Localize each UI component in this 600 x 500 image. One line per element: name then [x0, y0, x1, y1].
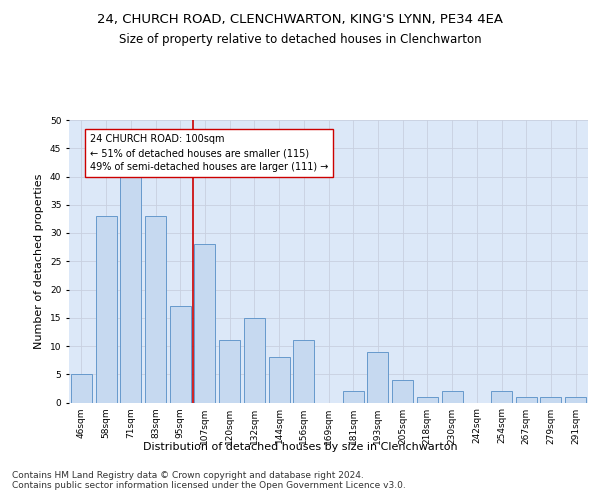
- Bar: [343, 391, 364, 402]
- Bar: [219, 340, 240, 402]
- Bar: [95, 216, 116, 402]
- Bar: [120, 165, 141, 402]
- Bar: [491, 391, 512, 402]
- Bar: [541, 397, 562, 402]
- Bar: [417, 397, 438, 402]
- Bar: [442, 391, 463, 402]
- Text: Contains HM Land Registry data © Crown copyright and database right 2024.
Contai: Contains HM Land Registry data © Crown c…: [12, 471, 406, 490]
- Bar: [516, 397, 537, 402]
- Bar: [170, 306, 191, 402]
- Bar: [145, 216, 166, 402]
- Bar: [367, 352, 388, 403]
- Text: Size of property relative to detached houses in Clenchwarton: Size of property relative to detached ho…: [119, 32, 481, 46]
- Bar: [71, 374, 92, 402]
- Text: 24, CHURCH ROAD, CLENCHWARTON, KING'S LYNN, PE34 4EA: 24, CHURCH ROAD, CLENCHWARTON, KING'S LY…: [97, 12, 503, 26]
- Bar: [269, 358, 290, 403]
- Bar: [194, 244, 215, 402]
- Y-axis label: Number of detached properties: Number of detached properties: [34, 174, 44, 349]
- Bar: [392, 380, 413, 402]
- Text: Distribution of detached houses by size in Clenchwarton: Distribution of detached houses by size …: [143, 442, 457, 452]
- Bar: [565, 397, 586, 402]
- Text: 24 CHURCH ROAD: 100sqm
← 51% of detached houses are smaller (115)
49% of semi-de: 24 CHURCH ROAD: 100sqm ← 51% of detached…: [90, 134, 328, 172]
- Bar: [293, 340, 314, 402]
- Bar: [244, 318, 265, 402]
